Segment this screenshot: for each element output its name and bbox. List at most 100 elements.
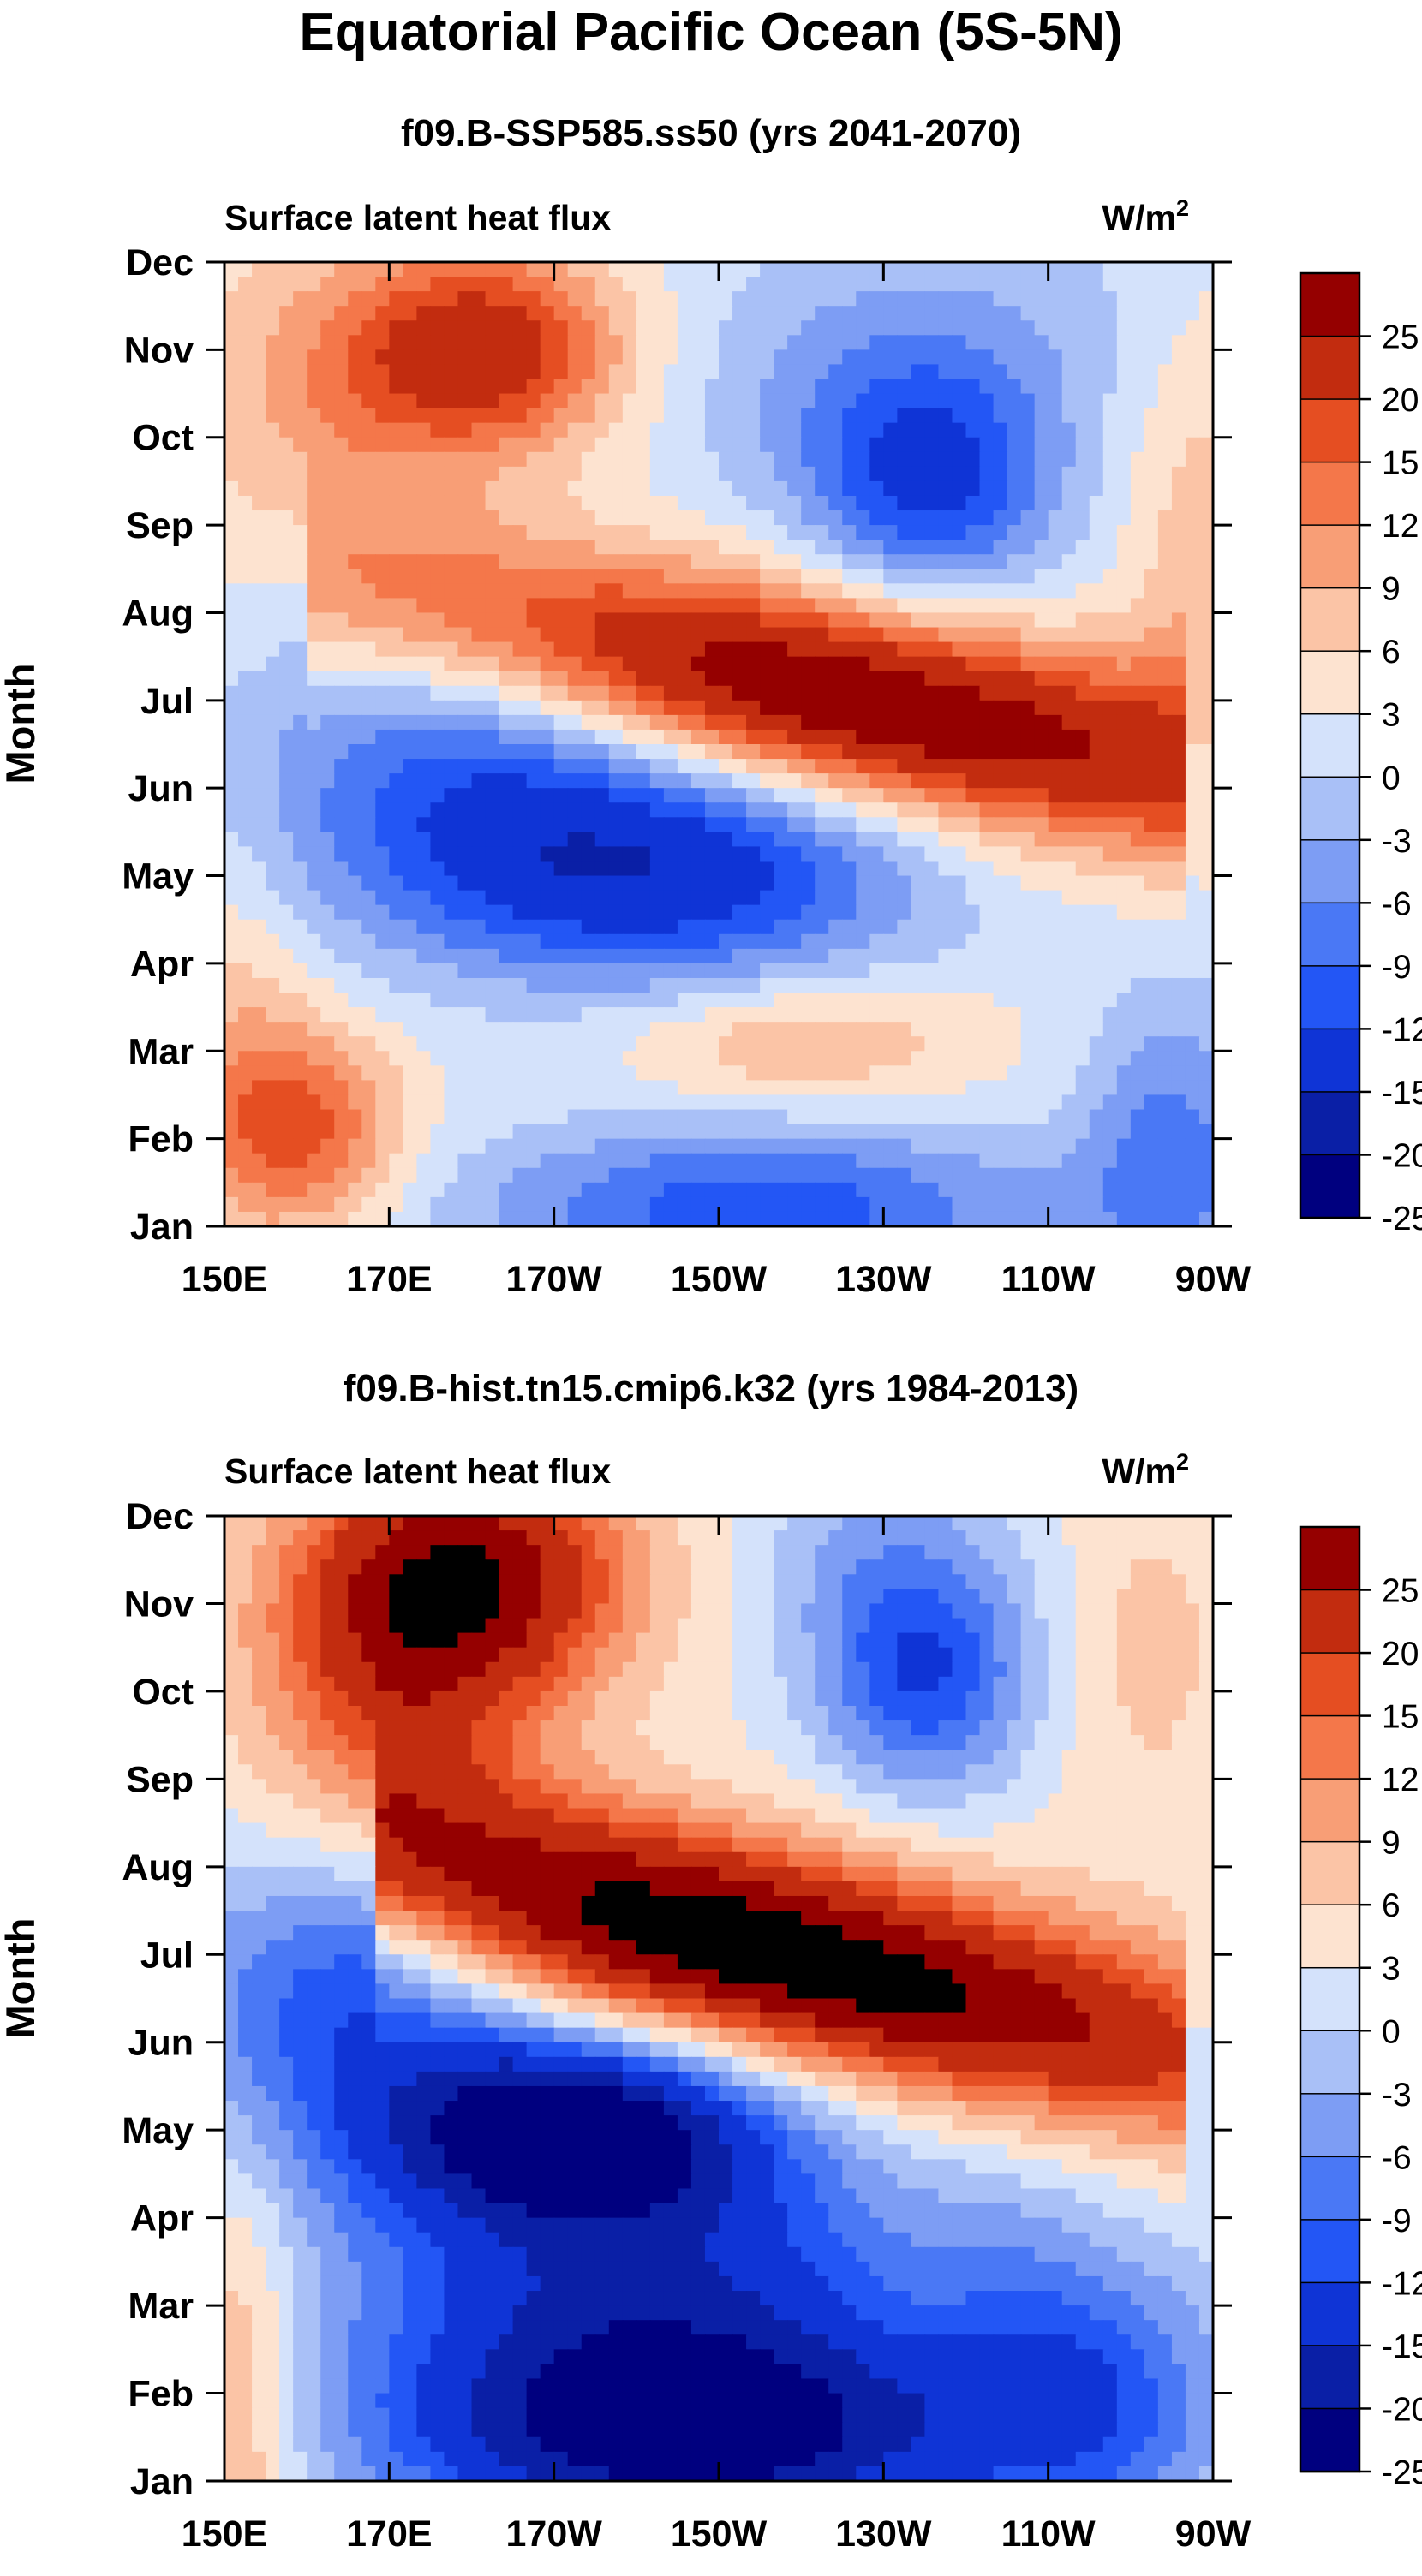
contour-cell	[348, 554, 362, 569]
contour-cell	[801, 1196, 816, 1213]
contour-cell	[1089, 1182, 1104, 1198]
contour-cell	[1130, 598, 1145, 614]
contour-cell	[471, 788, 487, 803]
contour-cell	[663, 1080, 678, 1096]
contour-cell	[938, 1022, 953, 1037]
contour-cell	[1007, 802, 1022, 818]
contour-cell	[471, 422, 487, 438]
contour-cell	[704, 759, 720, 774]
contour-cell	[485, 466, 500, 482]
contour-cell	[746, 408, 761, 424]
contour-cell	[719, 641, 733, 658]
contour-cell	[856, 525, 871, 540]
contour-cell	[869, 832, 885, 848]
contour-cell	[1061, 451, 1077, 468]
contour-cell	[307, 554, 321, 569]
contour-cell	[1034, 1167, 1049, 1184]
contour-cell	[719, 993, 733, 1008]
contour-cell	[979, 335, 995, 351]
contour-cell	[677, 422, 692, 438]
contour-cell	[1144, 540, 1159, 555]
contour-cell	[594, 320, 610, 336]
contour-cell	[348, 1007, 362, 1023]
contour-cell	[581, 1167, 596, 1184]
contour-cell	[1130, 1036, 1145, 1052]
contour-cell	[760, 393, 774, 409]
contour-cell	[869, 788, 885, 803]
contour-cell	[279, 393, 294, 409]
contour-cell	[1144, 977, 1159, 993]
contour-cell	[815, 320, 829, 336]
contour-cell	[526, 540, 541, 555]
contour-cell	[663, 1211, 678, 1227]
contour-cell	[334, 641, 349, 658]
contour-cell	[993, 1080, 1008, 1096]
contour-cell	[499, 627, 514, 643]
contour-cell	[636, 993, 651, 1008]
contour-cell	[334, 890, 349, 906]
contour-cell	[746, 861, 761, 877]
contour-cell	[457, 1080, 473, 1096]
y-tick-label: Jun	[128, 768, 194, 809]
contour-cell	[704, 977, 720, 993]
contour-cell	[389, 904, 404, 921]
contour-cell	[815, 408, 829, 424]
contour-cell	[952, 1080, 967, 1096]
contour-cell	[924, 1167, 940, 1184]
contour-cell	[938, 685, 953, 701]
contour-cell	[1185, 262, 1200, 277]
contour-cell	[649, 1065, 665, 1082]
contour-cell	[732, 1036, 747, 1052]
contour-cell	[553, 1022, 569, 1037]
contour-cell	[677, 1530, 692, 1546]
contour-cell	[869, 714, 885, 730]
contour-cell	[320, 306, 335, 321]
contour-cell	[622, 1094, 637, 1111]
contour-cell	[485, 451, 500, 468]
contour-cell	[471, 335, 487, 351]
contour-cell	[952, 1051, 967, 1067]
contour-cell	[444, 641, 459, 658]
contour-cell	[512, 627, 528, 643]
contour-cell	[760, 262, 774, 277]
contour-cell	[457, 773, 473, 789]
contour-cell	[952, 1007, 967, 1023]
contour-cell	[856, 744, 871, 760]
contour-cell	[1198, 1007, 1214, 1023]
contour-cell	[938, 1196, 953, 1213]
contour-cell	[636, 466, 651, 482]
contour-cell	[1048, 890, 1063, 906]
contour-cell	[622, 963, 637, 979]
contour-cell	[1020, 1094, 1036, 1111]
contour-cell	[897, 641, 912, 658]
contour-cell	[1075, 262, 1090, 277]
contour-cell	[897, 393, 912, 409]
contour-cell	[690, 1007, 706, 1023]
contour-cell	[293, 729, 308, 745]
contour-cell	[238, 993, 253, 1008]
contour-cell	[348, 495, 362, 511]
contour-cell	[1171, 919, 1186, 935]
contour-cell	[897, 1109, 912, 1125]
contour-cell	[444, 525, 459, 540]
contour-cell	[1171, 671, 1186, 687]
contour-cell	[774, 335, 788, 351]
contour-cell	[252, 759, 266, 774]
contour-cell	[828, 364, 843, 380]
contour-cell	[663, 320, 678, 336]
contour-cell	[1157, 919, 1173, 935]
contour-cell	[1034, 495, 1049, 511]
contour-cell	[856, 627, 871, 643]
contour-cell	[1007, 714, 1022, 730]
contour-cell	[993, 1094, 1008, 1111]
contour-cell	[636, 306, 651, 321]
contour-cell	[1048, 977, 1063, 993]
contour-cell	[334, 846, 349, 862]
contour-cell	[1061, 685, 1077, 701]
contour-cell	[540, 948, 555, 964]
contour-cell	[1020, 320, 1036, 336]
contour-cell	[224, 788, 239, 803]
contour-cell	[457, 817, 473, 833]
contour-cell	[924, 993, 940, 1008]
contour-cell	[266, 1138, 280, 1154]
